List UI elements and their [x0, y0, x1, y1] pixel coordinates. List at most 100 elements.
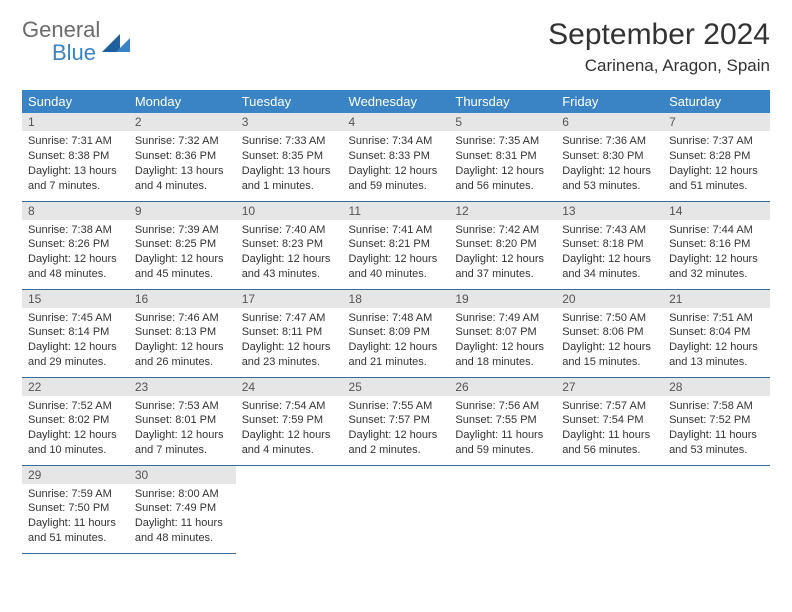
calendar-cell: 3Sunrise: 7:33 AMSunset: 8:35 PMDaylight…	[236, 113, 343, 201]
calendar-cell	[556, 465, 663, 553]
calendar-cell: 4Sunrise: 7:34 AMSunset: 8:33 PMDaylight…	[343, 113, 450, 201]
calendar-cell	[663, 465, 770, 553]
day-details: Sunrise: 7:52 AMSunset: 8:02 PMDaylight:…	[22, 396, 129, 464]
sunset-line: Sunset: 8:11 PM	[242, 325, 337, 340]
sunset-line: Sunset: 7:49 PM	[135, 501, 230, 516]
daylight-line: Daylight: 11 hours and 59 minutes.	[455, 428, 550, 458]
day-number: 22	[22, 378, 129, 396]
sunset-line: Sunset: 7:54 PM	[562, 413, 657, 428]
day-details: Sunrise: 7:58 AMSunset: 7:52 PMDaylight:…	[663, 396, 770, 464]
day-number: 11	[343, 202, 450, 220]
sunrise-line: Sunrise: 7:33 AM	[242, 134, 337, 149]
logo: General Blue	[22, 18, 132, 64]
day-details: Sunrise: 7:45 AMSunset: 8:14 PMDaylight:…	[22, 308, 129, 376]
calendar-cell: 20Sunrise: 7:50 AMSunset: 8:06 PMDayligh…	[556, 289, 663, 377]
day-number: 24	[236, 378, 343, 396]
sunset-line: Sunset: 8:01 PM	[135, 413, 230, 428]
sunrise-line: Sunrise: 7:54 AM	[242, 399, 337, 414]
day-details: Sunrise: 7:31 AMSunset: 8:38 PMDaylight:…	[22, 131, 129, 199]
sunrise-line: Sunrise: 7:40 AM	[242, 223, 337, 238]
calendar-cell	[236, 465, 343, 553]
daylight-line: Daylight: 11 hours and 56 minutes.	[562, 428, 657, 458]
sunrise-line: Sunrise: 7:58 AM	[669, 399, 764, 414]
sunset-line: Sunset: 8:23 PM	[242, 237, 337, 252]
day-details: Sunrise: 7:44 AMSunset: 8:16 PMDaylight:…	[663, 220, 770, 288]
sunset-line: Sunset: 8:18 PM	[562, 237, 657, 252]
day-number: 20	[556, 290, 663, 308]
weekday-header: Sunday	[22, 90, 129, 113]
day-number: 28	[663, 378, 770, 396]
daylight-line: Daylight: 12 hours and 29 minutes.	[28, 340, 123, 370]
weekday-header: Thursday	[449, 90, 556, 113]
sunset-line: Sunset: 8:31 PM	[455, 149, 550, 164]
day-details: Sunrise: 7:49 AMSunset: 8:07 PMDaylight:…	[449, 308, 556, 376]
calendar-cell: 17Sunrise: 7:47 AMSunset: 8:11 PMDayligh…	[236, 289, 343, 377]
day-number: 14	[663, 202, 770, 220]
day-number: 1	[22, 113, 129, 131]
sunrise-line: Sunrise: 7:50 AM	[562, 311, 657, 326]
day-details: Sunrise: 7:57 AMSunset: 7:54 PMDaylight:…	[556, 396, 663, 464]
day-details: Sunrise: 7:33 AMSunset: 8:35 PMDaylight:…	[236, 131, 343, 199]
day-number: 6	[556, 113, 663, 131]
calendar-row: 15Sunrise: 7:45 AMSunset: 8:14 PMDayligh…	[22, 289, 770, 377]
sunset-line: Sunset: 7:52 PM	[669, 413, 764, 428]
sunrise-line: Sunrise: 7:51 AM	[669, 311, 764, 326]
day-number: 2	[129, 113, 236, 131]
day-details: Sunrise: 8:00 AMSunset: 7:49 PMDaylight:…	[129, 484, 236, 552]
calendar-cell: 9Sunrise: 7:39 AMSunset: 8:25 PMDaylight…	[129, 201, 236, 289]
day-number: 10	[236, 202, 343, 220]
daylight-line: Daylight: 13 hours and 7 minutes.	[28, 164, 123, 194]
logo-text: General Blue	[22, 18, 100, 64]
calendar-cell: 6Sunrise: 7:36 AMSunset: 8:30 PMDaylight…	[556, 113, 663, 201]
daylight-line: Daylight: 12 hours and 15 minutes.	[562, 340, 657, 370]
day-number: 15	[22, 290, 129, 308]
day-details: Sunrise: 7:53 AMSunset: 8:01 PMDaylight:…	[129, 396, 236, 464]
day-details: Sunrise: 7:37 AMSunset: 8:28 PMDaylight:…	[663, 131, 770, 199]
calendar-table: Sunday Monday Tuesday Wednesday Thursday…	[22, 90, 770, 554]
daylight-line: Daylight: 13 hours and 4 minutes.	[135, 164, 230, 194]
day-number: 5	[449, 113, 556, 131]
sunset-line: Sunset: 8:38 PM	[28, 149, 123, 164]
calendar-cell: 15Sunrise: 7:45 AMSunset: 8:14 PMDayligh…	[22, 289, 129, 377]
day-number: 7	[663, 113, 770, 131]
sunset-line: Sunset: 7:59 PM	[242, 413, 337, 428]
calendar-cell: 24Sunrise: 7:54 AMSunset: 7:59 PMDayligh…	[236, 377, 343, 465]
day-details: Sunrise: 7:56 AMSunset: 7:55 PMDaylight:…	[449, 396, 556, 464]
sunset-line: Sunset: 8:14 PM	[28, 325, 123, 340]
calendar-cell: 21Sunrise: 7:51 AMSunset: 8:04 PMDayligh…	[663, 289, 770, 377]
daylight-line: Daylight: 12 hours and 18 minutes.	[455, 340, 550, 370]
day-number: 25	[343, 378, 450, 396]
day-details: Sunrise: 7:47 AMSunset: 8:11 PMDaylight:…	[236, 308, 343, 376]
location-text: Carinena, Aragon, Spain	[548, 56, 770, 76]
sunset-line: Sunset: 8:28 PM	[669, 149, 764, 164]
calendar-cell: 5Sunrise: 7:35 AMSunset: 8:31 PMDaylight…	[449, 113, 556, 201]
sunset-line: Sunset: 8:20 PM	[455, 237, 550, 252]
sunrise-line: Sunrise: 7:47 AM	[242, 311, 337, 326]
calendar-cell: 7Sunrise: 7:37 AMSunset: 8:28 PMDaylight…	[663, 113, 770, 201]
daylight-line: Daylight: 12 hours and 48 minutes.	[28, 252, 123, 282]
daylight-line: Daylight: 11 hours and 48 minutes.	[135, 516, 230, 546]
day-number: 9	[129, 202, 236, 220]
sunrise-line: Sunrise: 7:41 AM	[349, 223, 444, 238]
sunrise-line: Sunrise: 7:32 AM	[135, 134, 230, 149]
day-details: Sunrise: 7:46 AMSunset: 8:13 PMDaylight:…	[129, 308, 236, 376]
day-details: Sunrise: 7:35 AMSunset: 8:31 PMDaylight:…	[449, 131, 556, 199]
calendar-cell: 13Sunrise: 7:43 AMSunset: 8:18 PMDayligh…	[556, 201, 663, 289]
sunrise-line: Sunrise: 7:38 AM	[28, 223, 123, 238]
day-details: Sunrise: 7:50 AMSunset: 8:06 PMDaylight:…	[556, 308, 663, 376]
sunset-line: Sunset: 8:30 PM	[562, 149, 657, 164]
day-details: Sunrise: 7:51 AMSunset: 8:04 PMDaylight:…	[663, 308, 770, 376]
calendar-cell: 22Sunrise: 7:52 AMSunset: 8:02 PMDayligh…	[22, 377, 129, 465]
day-details: Sunrise: 7:55 AMSunset: 7:57 PMDaylight:…	[343, 396, 450, 464]
sunrise-line: Sunrise: 7:53 AM	[135, 399, 230, 414]
daylight-line: Daylight: 12 hours and 56 minutes.	[455, 164, 550, 194]
day-details: Sunrise: 7:36 AMSunset: 8:30 PMDaylight:…	[556, 131, 663, 199]
day-number: 4	[343, 113, 450, 131]
sunrise-line: Sunrise: 7:52 AM	[28, 399, 123, 414]
sunset-line: Sunset: 8:21 PM	[349, 237, 444, 252]
weekday-header: Saturday	[663, 90, 770, 113]
daylight-line: Daylight: 12 hours and 37 minutes.	[455, 252, 550, 282]
sunrise-line: Sunrise: 7:59 AM	[28, 487, 123, 502]
daylight-line: Daylight: 12 hours and 51 minutes.	[669, 164, 764, 194]
calendar-cell: 8Sunrise: 7:38 AMSunset: 8:26 PMDaylight…	[22, 201, 129, 289]
